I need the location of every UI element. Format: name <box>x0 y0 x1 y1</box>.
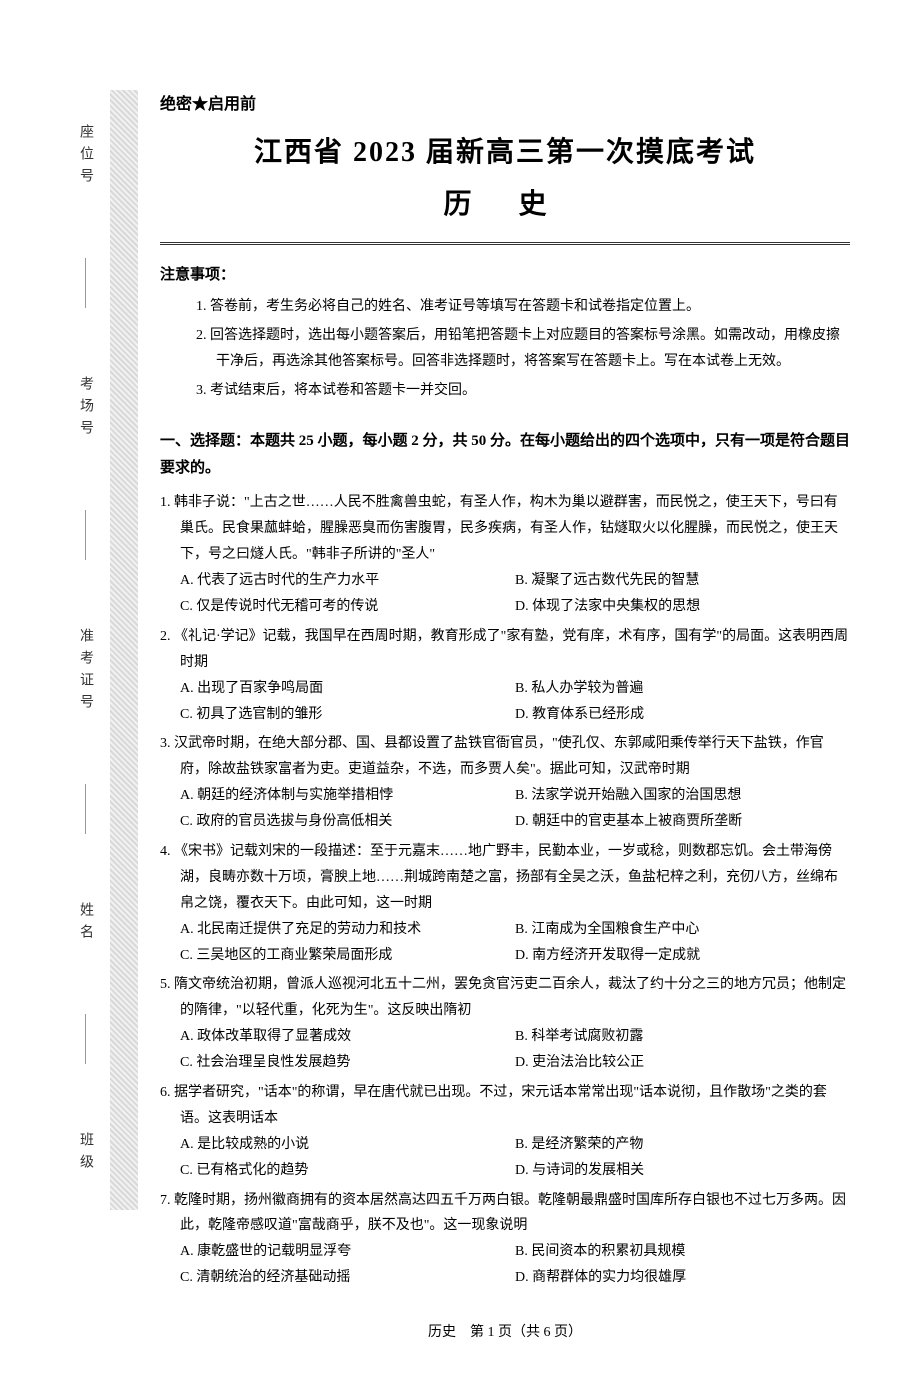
question-option: B. 凝聚了远古数代先民的智慧 <box>515 568 850 594</box>
question: 2. 《礼记·学记》记载，我国早在西周时期，教育形成了"家有塾，党有庠，术有序，… <box>160 624 850 728</box>
section-title-text: 一、选择题：本题共 25 小题，每小题 2 分，共 50 分。在每小题给出的四个… <box>160 433 850 476</box>
confidential-mark: 绝密★启用前 <box>160 90 850 114</box>
question-option: B. 是经济繁荣的产物 <box>515 1132 850 1158</box>
notice-title: 注意事项： <box>160 263 850 284</box>
question: 5. 隋文帝统治初期，曾派人巡视河北五十二州，罢免贪官污吏二百余人，裁汰了约十分… <box>160 972 850 1076</box>
question-option: A. 政体改革取得了显著成效 <box>180 1024 515 1050</box>
question: 4. 《宋书》记载刘宋的一段描述：至于元嘉末……地广野丰，民勤本业，一岁或稔，则… <box>160 839 850 968</box>
section-title: 一、选择题：本题共 25 小题，每小题 2 分，共 50 分。在每小题给出的四个… <box>160 428 850 482</box>
subject-title: 历 史 <box>160 182 850 222</box>
page-footer: 历史 第 1 页（共 6 页） <box>160 1321 850 1341</box>
question-option: D. 商帮群体的实力均很雄厚 <box>515 1265 850 1291</box>
question-option: B. 私人办学较为普遍 <box>515 676 850 702</box>
question-stem: 6. 据学者研究，"话本"的称谓，早在唐代就已出现。不过，宋元话本常常出现"话本… <box>160 1080 850 1132</box>
question-option: C. 政府的官员选拔与身份高低相关 <box>180 809 515 835</box>
question-option: C. 初具了选官制的雏形 <box>180 702 515 728</box>
notice-item: 2. 回答选择题时，选出每小题答案后，用铅笔把答题卡上对应题目的答案标号涂黑。如… <box>196 323 850 376</box>
question-stem: 4. 《宋书》记载刘宋的一段描述：至于元嘉末……地广野丰，民勤本业，一岁或稔，则… <box>160 839 850 917</box>
question-option: A. 代表了远古时代的生产力水平 <box>180 568 515 594</box>
question-options: A. 出现了百家争鸣局面B. 私人办学较为普遍C. 初具了选官制的雏形D. 教育… <box>160 676 850 728</box>
question-stem: 2. 《礼记·学记》记载，我国早在西周时期，教育形成了"家有塾，党有庠，术有序，… <box>160 624 850 676</box>
question-option: D. 教育体系已经形成 <box>515 702 850 728</box>
question-options: A. 代表了远古时代的生产力水平B. 凝聚了远古数代先民的智慧C. 仅是传说时代… <box>160 568 850 620</box>
exam-page: 绝密★启用前 江西省 2023 届新高三第一次摸底考试 历 史 注意事项： 1.… <box>0 0 920 1381</box>
question-option: D. 朝廷中的官吏基本上被商贾所垄断 <box>515 809 850 835</box>
notice-list: 1. 答卷前，考生务必将自己的姓名、准考证号等填写在答题卡和试卷指定位置上。 2… <box>160 294 850 404</box>
questions-container: 1. 韩非子说："上古之世……人民不胜禽兽虫蛇，有圣人作，构木为巢以避群害，而民… <box>160 490 850 1291</box>
question-option: C. 仅是传说时代无稽可考的传说 <box>180 594 515 620</box>
divider-line <box>160 242 850 245</box>
question-option: D. 吏治法治比较公正 <box>515 1050 850 1076</box>
question-stem: 5. 隋文帝统治初期，曾派人巡视河北五十二州，罢免贪官污吏二百余人，裁汰了约十分… <box>160 972 850 1024</box>
question-option: D. 与诗词的发展相关 <box>515 1158 850 1184</box>
question: 3. 汉武帝时期，在绝大部分郡、国、县都设置了盐铁官衙官员，"使孔仅、东郭咸阳乘… <box>160 731 850 835</box>
question-option: A. 北民南迁提供了充足的劳动力和技术 <box>180 917 515 943</box>
question-option: B. 科举考试腐败初露 <box>515 1024 850 1050</box>
question-option: C. 已有格式化的趋势 <box>180 1158 515 1184</box>
question: 7. 乾隆时期，扬州徽商拥有的资本居然高达四五千万两白银。乾隆朝最鼎盛时国库所存… <box>160 1188 850 1292</box>
question-option: C. 清朝统治的经济基础动摇 <box>180 1265 515 1291</box>
question-options: A. 康乾盛世的记载明显浮夸B. 民间资本的积累初具规模C. 清朝统治的经济基础… <box>160 1239 850 1291</box>
question-stem: 1. 韩非子说："上古之世……人民不胜禽兽虫蛇，有圣人作，构木为巢以避群害，而民… <box>160 490 850 568</box>
question-option: B. 民间资本的积累初具规模 <box>515 1239 850 1265</box>
question-options: A. 北民南迁提供了充足的劳动力和技术B. 江南成为全国粮食生产中心C. 三吴地… <box>160 917 850 969</box>
question-option: B. 法家学说开始融入国家的治国思想 <box>515 783 850 809</box>
question-option: A. 出现了百家争鸣局面 <box>180 676 515 702</box>
question-option: C. 社会治理呈良性发展趋势 <box>180 1050 515 1076</box>
main-title: 江西省 2023 届新高三第一次摸底考试 <box>160 130 850 170</box>
question-stem: 3. 汉武帝时期，在绝大部分郡、国、县都设置了盐铁官衙官员，"使孔仅、东郭咸阳乘… <box>160 731 850 783</box>
notice-item: 3. 考试结束后，将本试卷和答题卡一并交回。 <box>196 378 850 405</box>
question-option: C. 三吴地区的工商业繁荣局面形成 <box>180 943 515 969</box>
question-stem: 7. 乾隆时期，扬州徽商拥有的资本居然高达四五千万两白银。乾隆朝最鼎盛时国库所存… <box>160 1188 850 1240</box>
question-options: A. 政体改革取得了显著成效B. 科举考试腐败初露C. 社会治理呈良性发展趋势D… <box>160 1024 850 1076</box>
question-option: A. 朝廷的经济体制与实施举措相悖 <box>180 783 515 809</box>
question: 6. 据学者研究，"话本"的称谓，早在唐代就已出现。不过，宋元话本常常出现"话本… <box>160 1080 850 1184</box>
question-option: A. 康乾盛世的记载明显浮夸 <box>180 1239 515 1265</box>
question-option: A. 是比较成熟的小说 <box>180 1132 515 1158</box>
question-options: A. 朝廷的经济体制与实施举措相悖B. 法家学说开始融入国家的治国思想C. 政府… <box>160 783 850 835</box>
notice-item: 1. 答卷前，考生务必将自己的姓名、准考证号等填写在答题卡和试卷指定位置上。 <box>196 294 850 321</box>
question-options: A. 是比较成熟的小说B. 是经济繁荣的产物C. 已有格式化的趋势D. 与诗词的… <box>160 1132 850 1184</box>
question: 1. 韩非子说："上古之世……人民不胜禽兽虫蛇，有圣人作，构木为巢以避群害，而民… <box>160 490 850 619</box>
question-option: D. 南方经济开发取得一定成就 <box>515 943 850 969</box>
question-option: D. 体现了法家中央集权的思想 <box>515 594 850 620</box>
question-option: B. 江南成为全国粮食生产中心 <box>515 917 850 943</box>
